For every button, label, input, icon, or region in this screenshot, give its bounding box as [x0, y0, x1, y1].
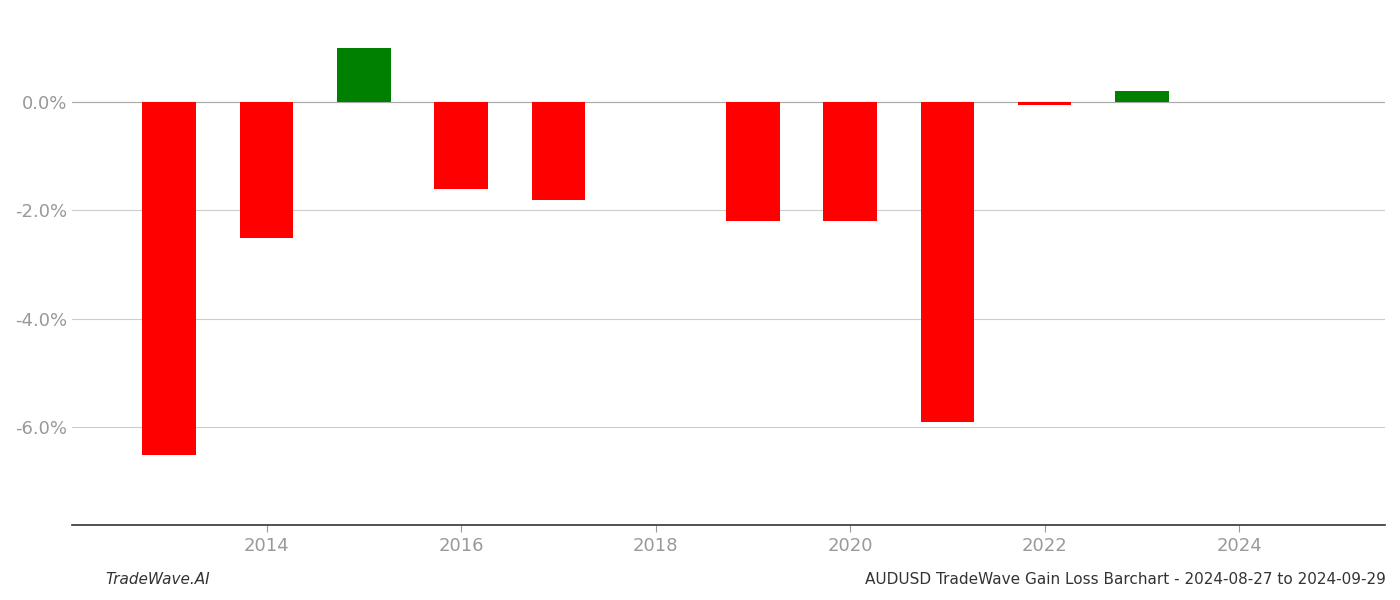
Bar	[727, 102, 780, 221]
Bar	[921, 102, 974, 422]
Text: AUDUSD TradeWave Gain Loss Barchart - 2024-08-27 to 2024-09-29: AUDUSD TradeWave Gain Loss Barchart - 20…	[865, 572, 1386, 587]
Bar	[823, 102, 876, 221]
Text: TradeWave.AI: TradeWave.AI	[105, 572, 210, 587]
Bar	[532, 102, 585, 200]
Bar	[1116, 91, 1169, 102]
Bar	[337, 47, 391, 102]
Bar	[239, 102, 293, 238]
Bar	[1018, 102, 1071, 104]
Bar	[143, 102, 196, 455]
Bar	[434, 102, 487, 188]
